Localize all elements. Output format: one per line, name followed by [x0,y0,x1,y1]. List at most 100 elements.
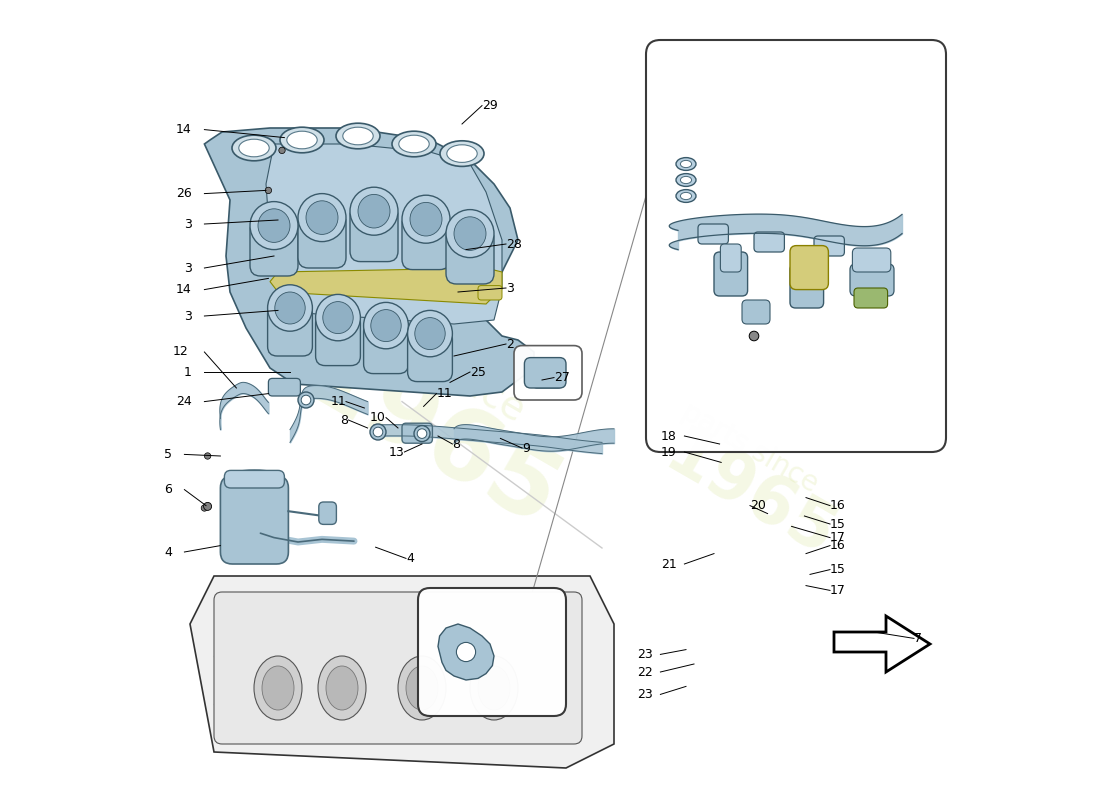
Polygon shape [205,128,534,396]
FancyBboxPatch shape [446,228,494,284]
Text: 13: 13 [388,446,405,458]
Ellipse shape [267,285,312,331]
Ellipse shape [399,135,429,153]
Polygon shape [270,268,502,304]
Ellipse shape [681,192,692,200]
Text: 4: 4 [165,546,173,558]
Ellipse shape [440,141,484,166]
Text: 6: 6 [165,483,173,496]
Text: 12: 12 [173,346,188,358]
Ellipse shape [350,187,398,235]
Text: 5: 5 [164,448,173,461]
Text: 3: 3 [184,310,191,322]
Text: 15: 15 [830,563,846,576]
Text: 17: 17 [830,531,846,544]
Text: 16: 16 [830,539,846,552]
Text: 1: 1 [184,366,191,378]
FancyBboxPatch shape [267,304,312,356]
Ellipse shape [239,139,270,157]
FancyBboxPatch shape [796,256,817,284]
Polygon shape [834,616,929,672]
Circle shape [205,453,211,459]
Ellipse shape [676,174,696,186]
FancyBboxPatch shape [814,236,845,256]
Ellipse shape [306,201,338,234]
Ellipse shape [262,666,294,710]
FancyBboxPatch shape [754,232,784,252]
FancyBboxPatch shape [714,252,748,296]
Circle shape [456,642,475,662]
Circle shape [204,502,211,510]
Text: 28: 28 [506,238,521,250]
FancyBboxPatch shape [250,220,298,276]
FancyBboxPatch shape [316,314,361,366]
FancyBboxPatch shape [790,264,824,308]
Text: 26: 26 [176,187,191,200]
FancyBboxPatch shape [220,476,288,564]
Ellipse shape [470,656,518,720]
FancyBboxPatch shape [646,40,946,452]
FancyBboxPatch shape [478,286,502,300]
FancyBboxPatch shape [268,378,300,396]
Text: 16: 16 [830,499,846,512]
Ellipse shape [408,310,452,357]
FancyBboxPatch shape [402,423,432,443]
Ellipse shape [676,190,696,202]
Ellipse shape [232,135,276,161]
Ellipse shape [364,302,408,349]
Circle shape [749,331,759,341]
Text: 3: 3 [184,218,191,230]
FancyBboxPatch shape [514,346,582,400]
Text: 8: 8 [452,438,461,450]
Text: 21: 21 [661,558,676,570]
Ellipse shape [316,294,361,341]
Ellipse shape [358,194,390,228]
Ellipse shape [298,194,346,242]
Text: 19: 19 [661,446,676,458]
Text: 23: 23 [637,648,652,661]
Ellipse shape [681,176,692,184]
Circle shape [414,426,430,442]
FancyBboxPatch shape [214,592,582,744]
Text: parts since: parts since [328,290,531,430]
Text: 11: 11 [330,395,346,408]
Ellipse shape [415,318,446,350]
Text: 27: 27 [554,371,570,384]
Ellipse shape [402,195,450,243]
Text: parts since: parts since [676,398,823,498]
FancyBboxPatch shape [402,214,450,270]
Ellipse shape [322,302,353,334]
Ellipse shape [478,666,510,710]
FancyBboxPatch shape [742,300,770,324]
FancyBboxPatch shape [525,358,566,388]
Ellipse shape [258,209,290,242]
Text: 2: 2 [506,338,514,350]
FancyBboxPatch shape [364,322,408,374]
Text: 29: 29 [482,99,497,112]
FancyBboxPatch shape [532,366,563,388]
FancyBboxPatch shape [854,288,888,308]
Text: 18: 18 [660,430,676,442]
Ellipse shape [454,217,486,250]
FancyBboxPatch shape [418,588,566,716]
FancyBboxPatch shape [408,330,452,382]
FancyBboxPatch shape [790,246,828,290]
Text: 10: 10 [370,411,386,424]
Ellipse shape [681,160,692,168]
FancyBboxPatch shape [319,502,337,525]
Text: 15: 15 [830,518,846,530]
Text: 11: 11 [437,387,452,400]
Text: 3: 3 [506,282,514,294]
Polygon shape [438,624,494,680]
FancyBboxPatch shape [852,248,891,272]
Ellipse shape [275,292,305,324]
FancyBboxPatch shape [224,470,285,488]
Text: 1965: 1965 [653,421,847,571]
FancyBboxPatch shape [350,206,398,262]
Ellipse shape [392,131,436,157]
Text: 24: 24 [176,395,191,408]
Text: 1965: 1965 [285,329,575,551]
FancyBboxPatch shape [698,224,728,244]
Circle shape [298,392,314,408]
Text: 20: 20 [750,499,766,512]
